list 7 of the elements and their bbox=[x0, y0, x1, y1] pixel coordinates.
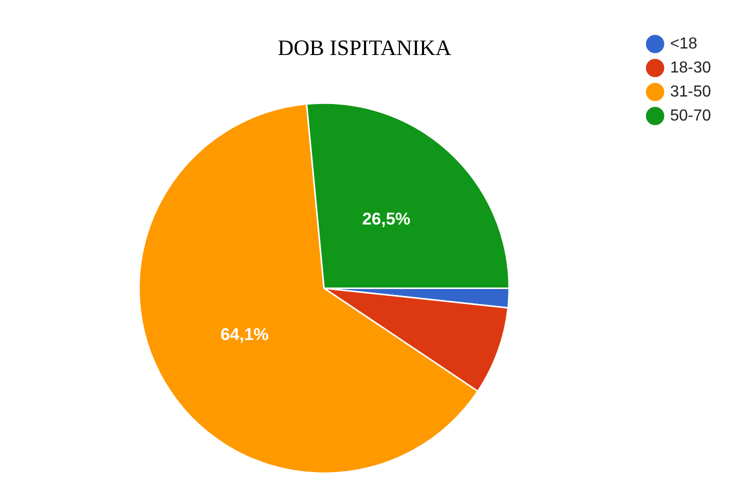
legend-label: 18-30 bbox=[670, 59, 712, 76]
legend-label: 31-50 bbox=[670, 83, 712, 100]
legend-label: <18 bbox=[670, 35, 698, 52]
data-label: 64,1% bbox=[220, 325, 269, 344]
chart-title: DOB ISPITANIKA bbox=[278, 34, 452, 60]
legend-label: 50-70 bbox=[670, 107, 712, 124]
data-label: 26,5% bbox=[362, 209, 410, 228]
